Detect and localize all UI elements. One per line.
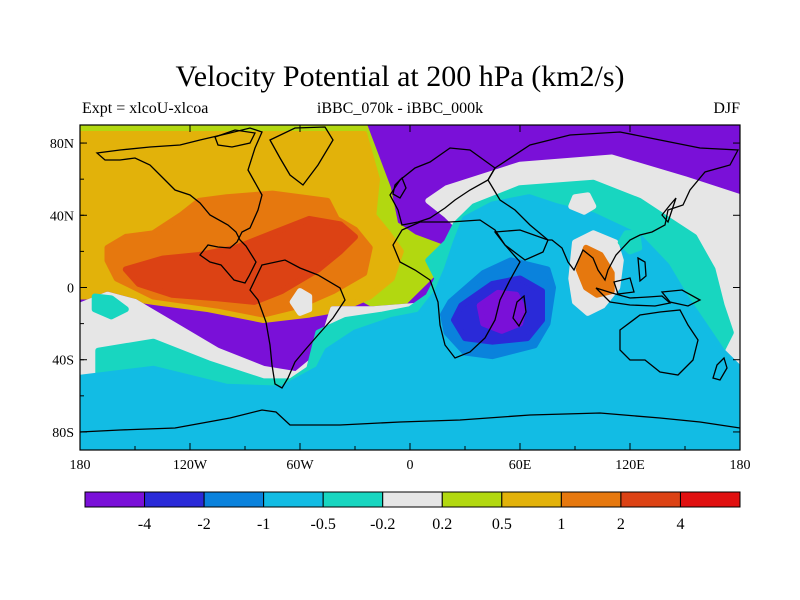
- x-tick-label-2: 60W: [286, 458, 314, 473]
- colorbar-swatch-0: [84, 491, 146, 508]
- colorbar-label-0: -4: [138, 516, 151, 533]
- contour-region-19: [289, 288, 313, 316]
- greenland-coast: [269, 126, 334, 186]
- colorbar-label-1: -2: [197, 516, 210, 533]
- contour-region-18: [91, 293, 129, 320]
- contour-region-5: [122, 215, 358, 305]
- colorbar-label-3: -0.5: [311, 516, 336, 533]
- x-tick-label-3: 0: [407, 458, 414, 473]
- colorbar: -4 -2 -1 -0.5 -0.2 0.2 0.5 1 2 4: [84, 491, 741, 533]
- madagascar-coast: [512, 294, 527, 328]
- y-tick-label-4: 80S: [52, 426, 74, 441]
- japan-coast: [661, 197, 677, 224]
- colorbar-swatch-3: [263, 491, 324, 508]
- british-isles-coast: [392, 176, 407, 199]
- season-subtitle: DJF: [713, 100, 740, 117]
- colorbar-swatch-9: [620, 491, 681, 508]
- colorbar-swatch-10: [679, 491, 741, 508]
- antarctica-coast: [80, 409, 740, 433]
- contour-field-layer: [80, 125, 740, 450]
- y-tick-label-2: 0: [67, 282, 74, 297]
- x-tick-label-1: 120W: [173, 458, 208, 473]
- new-zealand-coast: [712, 356, 728, 381]
- experiment-subtitle: Expt = xlcoU-xlcoa: [82, 100, 209, 117]
- australia-coast: [619, 309, 699, 376]
- y-tick-label-1: 40N: [50, 209, 74, 224]
- colorbar-swatch-8: [560, 491, 622, 508]
- axes-layer: 180 120W 60W 0 60E 120E 180 80N 40N 0 40S 80S: [50, 125, 751, 473]
- asia-coast: [487, 131, 740, 282]
- north-america-coast: [95, 127, 263, 284]
- colorbar-label-5: 0.2: [432, 516, 452, 533]
- colorbar-label-6: 0.5: [492, 516, 512, 533]
- africa-coast: [392, 219, 521, 359]
- colorbar-label-8: 2: [617, 516, 625, 533]
- colorbar-label-7: 1: [557, 516, 565, 533]
- colorbar-swatch-4: [322, 491, 384, 508]
- indonesia-coast: [595, 287, 672, 307]
- colorbar-swatch-2: [203, 491, 265, 508]
- colorbar-label-4: -0.2: [370, 516, 395, 533]
- contour-region-11: [568, 192, 597, 215]
- x-tick-label-0: 180: [70, 458, 91, 473]
- colorbar-swatch-7: [501, 491, 562, 508]
- x-tick-label-4: 60E: [509, 458, 532, 473]
- y-tick-label-0: 80N: [50, 137, 74, 152]
- borneo-coast: [613, 277, 635, 295]
- comparison-subtitle: iBBC_070k - iBBC_000k: [316, 100, 484, 117]
- south-america-coast: [249, 259, 346, 389]
- new-guinea-coast: [660, 289, 702, 307]
- colorbar-swatch-1: [144, 491, 205, 508]
- arabia-coast: [493, 229, 549, 261]
- contour-region-13: [575, 244, 615, 298]
- colorbar-swatch-5: [382, 491, 443, 508]
- x-tick-label-5: 120E: [615, 458, 645, 473]
- colorbar-label-9: 4: [676, 516, 684, 533]
- x-tick-label-6: 180: [730, 458, 751, 473]
- philippines-coast: [637, 256, 647, 283]
- coastline-layer: [80, 126, 740, 433]
- contour-region-16: [476, 289, 527, 334]
- contour-region-17: [617, 230, 643, 255]
- colorbar-swatch-6: [441, 491, 503, 508]
- chart-title: Velocity Potential at 200 hPa (km2/s): [175, 60, 625, 93]
- arctic-islands-coast: [214, 129, 256, 148]
- colorbar-label-2: -1: [257, 516, 270, 533]
- y-tick-label-3: 40S: [52, 354, 74, 369]
